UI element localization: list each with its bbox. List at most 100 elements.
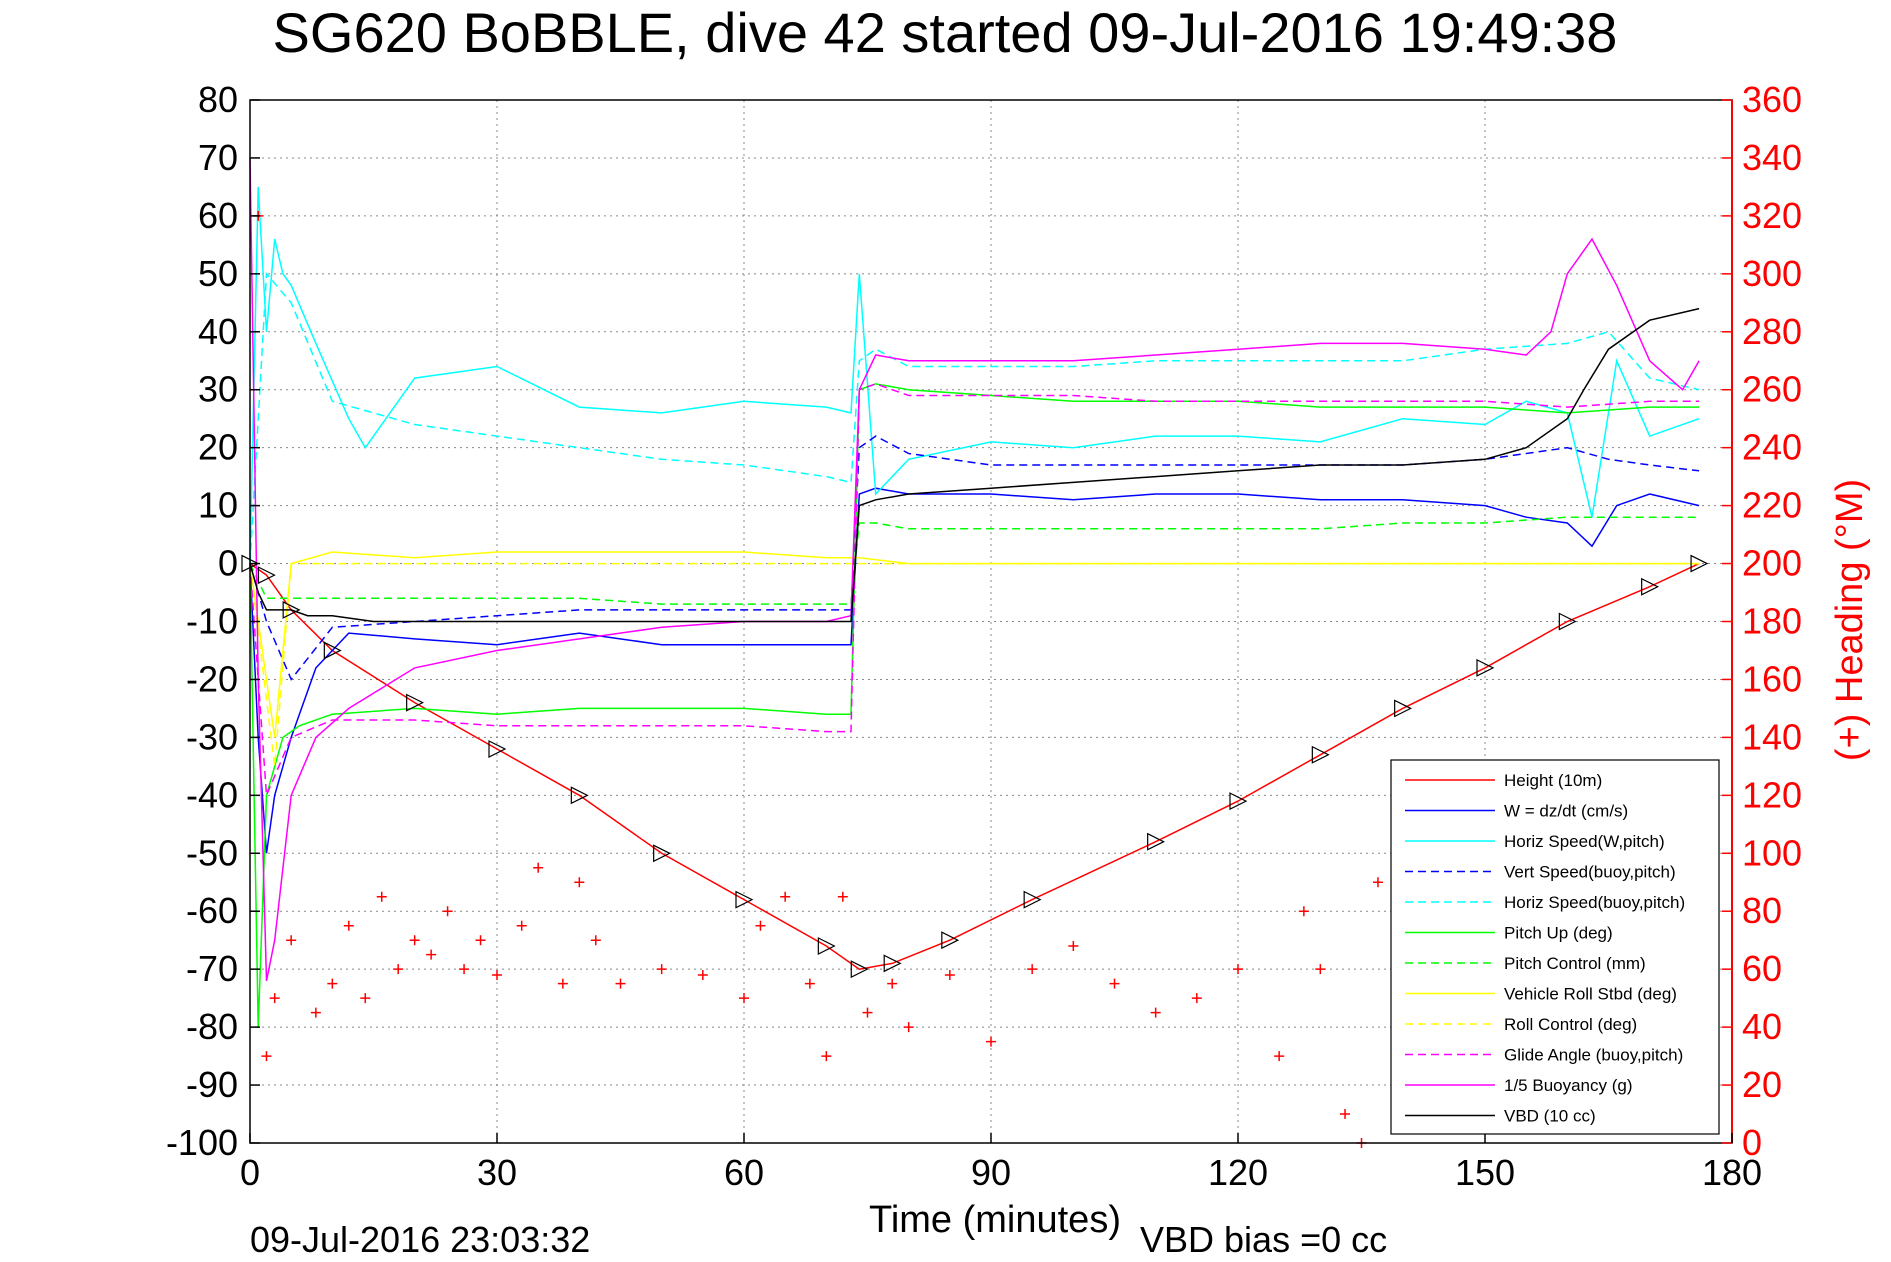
heading-point — [615, 978, 626, 989]
y-tick-label: -100 — [166, 1122, 238, 1163]
y-tick-label: -10 — [186, 601, 238, 642]
x-tick-label: 180 — [1702, 1152, 1762, 1193]
height-marker — [1311, 745, 1330, 764]
heading-point — [327, 978, 338, 989]
x-tick-label: 60 — [724, 1152, 764, 1193]
height-marker — [1641, 577, 1660, 596]
right-axis-ticks: 3603403203002802602402202001801601401201… — [1722, 79, 1802, 1163]
heading-point — [1233, 964, 1243, 975]
heading-point — [475, 935, 486, 946]
height-marker — [735, 890, 754, 909]
heading-point — [376, 891, 387, 902]
x-tick-label: 90 — [971, 1152, 1011, 1193]
y2-tick-label: 360 — [1742, 79, 1802, 120]
y2-tick-label: 0 — [1742, 1122, 1762, 1163]
series-line-roll-control-deg — [249, 562, 1700, 767]
series-line-1-5-buoyancy-g — [249, 157, 1700, 981]
heading-point — [574, 877, 585, 888]
heading-point — [557, 978, 568, 989]
y-tick-label: -40 — [186, 774, 238, 815]
y2-tick-label: 280 — [1742, 311, 1802, 352]
height-marker — [323, 641, 342, 660]
x-tick-label: 30 — [477, 1152, 517, 1193]
heading-point — [310, 1007, 321, 1018]
heading-point — [1372, 877, 1383, 888]
height-marker — [850, 960, 869, 979]
legend-label: Horiz Speed(buoy,pitch) — [1504, 893, 1685, 912]
y2-tick-label: 220 — [1742, 485, 1802, 526]
y2-tick-label: 320 — [1742, 195, 1802, 236]
series-line-horiz-speed-w-pitch — [249, 186, 1700, 564]
legend-label: W = dz/dt (cm/s) — [1504, 802, 1628, 821]
y-tick-label: 60 — [198, 195, 238, 236]
y2-tick-label: 100 — [1742, 832, 1802, 873]
y2-tick-label: 20 — [1742, 1064, 1782, 1105]
heading-point — [821, 1051, 832, 1062]
x-tick-label: 0 — [240, 1152, 260, 1193]
y2-tick-label: 300 — [1742, 253, 1802, 294]
height-marker — [941, 931, 960, 950]
heading-point — [986, 1036, 996, 1047]
heading-point — [1340, 1109, 1351, 1120]
heading-point — [409, 935, 420, 946]
legend-label: Horiz Speed(W,pitch) — [1504, 832, 1665, 851]
y2-tick-label: 240 — [1742, 427, 1802, 468]
heading-point — [261, 1051, 272, 1062]
heading-point — [590, 935, 601, 946]
y2-tick-label: 340 — [1742, 137, 1802, 178]
y-tick-label: 20 — [198, 427, 238, 468]
legend-label: Pitch Control (mm) — [1504, 954, 1646, 973]
heading-point — [837, 891, 848, 902]
y-tick-label: -20 — [186, 658, 238, 699]
height-marker — [406, 693, 425, 712]
y-tick-label: -30 — [186, 716, 238, 757]
x-tick-label: 150 — [1455, 1152, 1515, 1193]
legend-label: Roll Control (deg) — [1504, 1015, 1637, 1034]
y2-tick-label: 120 — [1742, 774, 1802, 815]
heading-point — [1027, 964, 1038, 975]
height-marker — [282, 600, 301, 619]
heading-point — [360, 993, 371, 1004]
left-axis-ticks: 80 70 60 50 40 30 20 10 0 -10 -20 -30 -40 -50 -60 -70 -8… — [166, 79, 260, 1163]
heading-point — [656, 964, 667, 975]
heading-point — [903, 1022, 914, 1033]
y-tick-label: 80 — [198, 79, 238, 120]
heading-point — [862, 1007, 873, 1018]
y2-tick-label: 60 — [1742, 948, 1782, 989]
series-line-vbd-10-cc — [249, 307, 1700, 623]
heading-point — [1109, 978, 1120, 989]
height-markers — [241, 554, 1709, 979]
heading-point — [1274, 1051, 1285, 1062]
height-marker — [570, 786, 589, 805]
y2-tick-label: 140 — [1742, 716, 1802, 757]
y-tick-label: 40 — [198, 311, 238, 352]
heading-point — [804, 978, 815, 989]
heading-point — [286, 935, 297, 946]
height-marker — [1394, 699, 1413, 718]
heading-point — [269, 993, 280, 1004]
heading-point — [492, 969, 502, 980]
height-marker — [1023, 890, 1042, 909]
y2-tick-label: 180 — [1742, 601, 1802, 642]
series-line-pitch-up-deg — [249, 383, 1700, 1028]
legend-label: Height (10m) — [1504, 771, 1602, 790]
x-axis-label: Time (minutes) — [869, 1199, 1121, 1241]
height-marker — [1558, 612, 1577, 631]
y2-tick-label: 200 — [1742, 543, 1802, 584]
y-tick-label: -60 — [186, 890, 238, 931]
heading-point — [944, 969, 955, 980]
height-marker — [1690, 554, 1709, 573]
heading-point — [459, 964, 470, 975]
x-tick-label: 120 — [1208, 1152, 1268, 1193]
series-heading-markers — [253, 210, 1408, 1148]
y-tick-label: 70 — [198, 137, 238, 178]
heading-point — [533, 862, 544, 873]
legend-label: 1/5 Buoyancy (g) — [1504, 1076, 1633, 1095]
heading-point — [1298, 906, 1309, 917]
y2-tick-label: 260 — [1742, 369, 1802, 410]
heading-point — [1150, 1007, 1161, 1018]
heading-point — [516, 920, 527, 931]
series-line-pitch-control-mm — [249, 516, 1700, 605]
series-line-vert-speed-buoy-pitch — [249, 435, 1700, 681]
y-tick-label: -50 — [186, 832, 238, 873]
